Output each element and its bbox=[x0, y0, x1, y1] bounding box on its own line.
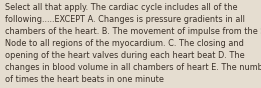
Text: chambers of the heart. B. The movement of impulse from the SA: chambers of the heart. B. The movement o… bbox=[5, 27, 261, 36]
Text: opening of the heart valves during each heart beat D. The: opening of the heart valves during each … bbox=[5, 51, 244, 60]
Text: Select all that apply. The cardiac cycle includes all of the: Select all that apply. The cardiac cycle… bbox=[5, 3, 237, 12]
Text: of times the heart beats in one minute: of times the heart beats in one minute bbox=[5, 75, 164, 84]
Text: following.....EXCEPT A. Changes is pressure gradients in all: following.....EXCEPT A. Changes is press… bbox=[5, 15, 245, 24]
Text: Node to all regions of the myocardium. C. The closing and: Node to all regions of the myocardium. C… bbox=[5, 39, 244, 48]
Text: changes in blood volume in all chambers of heart E. The number: changes in blood volume in all chambers … bbox=[5, 63, 261, 72]
